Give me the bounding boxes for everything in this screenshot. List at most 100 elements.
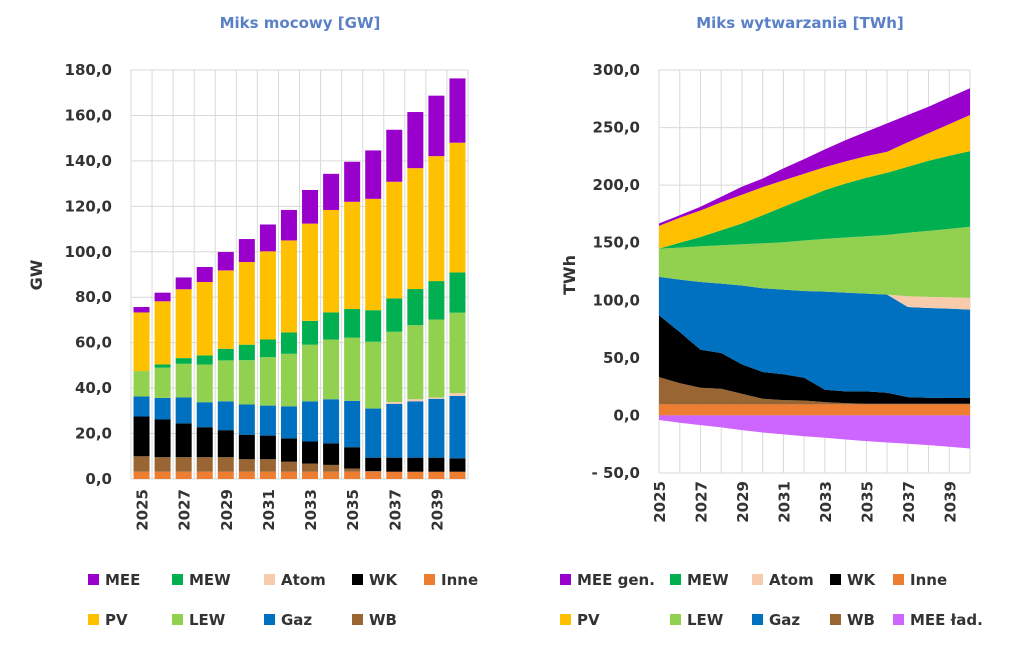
legend-label: Atom xyxy=(769,571,814,589)
legend-swatch xyxy=(752,574,763,585)
x-tick-label: 2037 xyxy=(900,481,918,523)
x-tick-label: 2025 xyxy=(134,489,152,531)
bar-pv-2038 xyxy=(407,168,424,290)
bar-gaz-2027 xyxy=(175,397,192,424)
legend-item: WB xyxy=(830,611,875,629)
bar-wb-2035 xyxy=(344,468,361,472)
bar-inne-2025 xyxy=(133,471,150,479)
x-tick-label: 2033 xyxy=(302,489,320,531)
legend-swatch xyxy=(752,614,763,625)
bar-gaz-2030 xyxy=(238,404,255,435)
bar-wb-2030 xyxy=(238,459,255,472)
legend-swatch xyxy=(172,614,183,625)
legend-swatch xyxy=(893,574,904,585)
y-tick-label: 60,0 xyxy=(75,334,112,352)
bar-gaz-2035 xyxy=(344,400,361,448)
x-tick-label: 2035 xyxy=(858,481,876,523)
chart-title: Miks mocowy [GW] xyxy=(220,14,381,32)
legend-label: WK xyxy=(369,571,399,589)
legend-item: Gaz xyxy=(264,611,312,629)
y-tick-label: 40,0 xyxy=(75,379,112,397)
bar-gaz-2034 xyxy=(323,399,340,444)
bar-pv-2037 xyxy=(386,181,403,299)
bar-wk-2040 xyxy=(449,458,466,472)
bar-inne-2037 xyxy=(386,471,403,479)
legend-item: Gaz xyxy=(752,611,800,629)
bar-mew-2033 xyxy=(302,320,319,345)
bar-gaz-2036 xyxy=(365,408,382,458)
legend-item: PV xyxy=(88,611,128,629)
bar-wk-2038 xyxy=(407,457,424,472)
bar-inne-2032 xyxy=(280,471,297,479)
bar-gaz-2038 xyxy=(407,401,424,458)
legend-label: MEW xyxy=(687,571,729,589)
bar-wk-2030 xyxy=(238,434,255,460)
bar-wk-2035 xyxy=(344,447,361,469)
bar-lew-2034 xyxy=(323,339,340,400)
legend-item: MEE ład. xyxy=(893,611,983,629)
y-tick-label: 180,0 xyxy=(65,61,112,79)
bar-inne-2039 xyxy=(428,471,445,479)
bar-lew-2030 xyxy=(238,360,255,405)
bar-inne-2028 xyxy=(196,471,213,479)
bar-mee-2028 xyxy=(196,267,213,282)
bar-gaz-2025 xyxy=(133,396,150,417)
legend-label: PV xyxy=(577,611,600,629)
bar-mee-2026 xyxy=(154,292,171,302)
bar-pv-2036 xyxy=(365,198,382,311)
bar-wk-2025 xyxy=(133,416,150,457)
y-tick-label: - 50,0 xyxy=(592,464,640,482)
bar-gaz-2037 xyxy=(386,403,403,458)
bar-gaz-2031 xyxy=(259,405,276,436)
bar-lew-2026 xyxy=(154,367,171,398)
bar-inne-2035 xyxy=(344,471,361,479)
bar-lew-2028 xyxy=(196,364,213,403)
bar-pv-2026 xyxy=(154,301,171,365)
bar-wb-2027 xyxy=(175,457,192,472)
x-tick-label: 2039 xyxy=(428,489,446,531)
x-tick-label: 2037 xyxy=(386,489,404,531)
legend-label: WK xyxy=(847,571,877,589)
x-tick-label: 2033 xyxy=(817,481,835,523)
x-tick-label: 2025 xyxy=(651,481,669,523)
bar-mew-2032 xyxy=(280,332,297,354)
bar-gaz-2032 xyxy=(280,406,297,439)
bar-mee-2025 xyxy=(133,306,150,313)
bar-lew-2039 xyxy=(428,319,445,398)
bar-wb-2026 xyxy=(154,457,171,472)
legend-swatch xyxy=(560,614,571,625)
legend-item: WB xyxy=(352,611,397,629)
bar-mew-2038 xyxy=(407,289,424,326)
legend-item: LEW xyxy=(670,611,724,629)
bar-gaz-2040 xyxy=(449,395,466,459)
bar-mee-2030 xyxy=(238,239,255,263)
bar-inne-2033 xyxy=(302,471,319,479)
y-tick-label: 200,0 xyxy=(593,176,640,194)
bar-mee-2031 xyxy=(259,224,276,252)
bar-mew-2030 xyxy=(238,344,255,361)
bar-wk-2033 xyxy=(302,441,319,464)
legend-swatch xyxy=(560,574,571,585)
legend-swatch xyxy=(424,574,435,585)
legend-label: WB xyxy=(369,611,397,629)
bar-inne-2040 xyxy=(449,471,466,479)
bar-mee-2032 xyxy=(280,209,297,241)
bar-mew-2029 xyxy=(217,348,234,361)
legend-item: WK xyxy=(830,571,877,589)
y-tick-label: 0,0 xyxy=(613,406,640,424)
legend-label: MEW xyxy=(189,571,231,589)
bar-pv-2039 xyxy=(428,156,445,282)
bar-wk-2032 xyxy=(280,438,297,462)
y-tick-label: 100,0 xyxy=(65,243,112,261)
bar-pv-2034 xyxy=(323,209,340,313)
bar-wk-2037 xyxy=(386,457,403,472)
bar-mew-2037 xyxy=(386,298,403,332)
bar-mee-2038 xyxy=(407,112,424,169)
bar-mew-2039 xyxy=(428,281,445,320)
x-tick-label: 2029 xyxy=(218,489,236,531)
legend-item: LEW xyxy=(172,611,226,629)
bar-gaz-2026 xyxy=(154,397,171,420)
y-axis-label: GW xyxy=(27,259,46,290)
legend-label: LEW xyxy=(687,611,724,629)
bar-wb-2032 xyxy=(280,461,297,472)
